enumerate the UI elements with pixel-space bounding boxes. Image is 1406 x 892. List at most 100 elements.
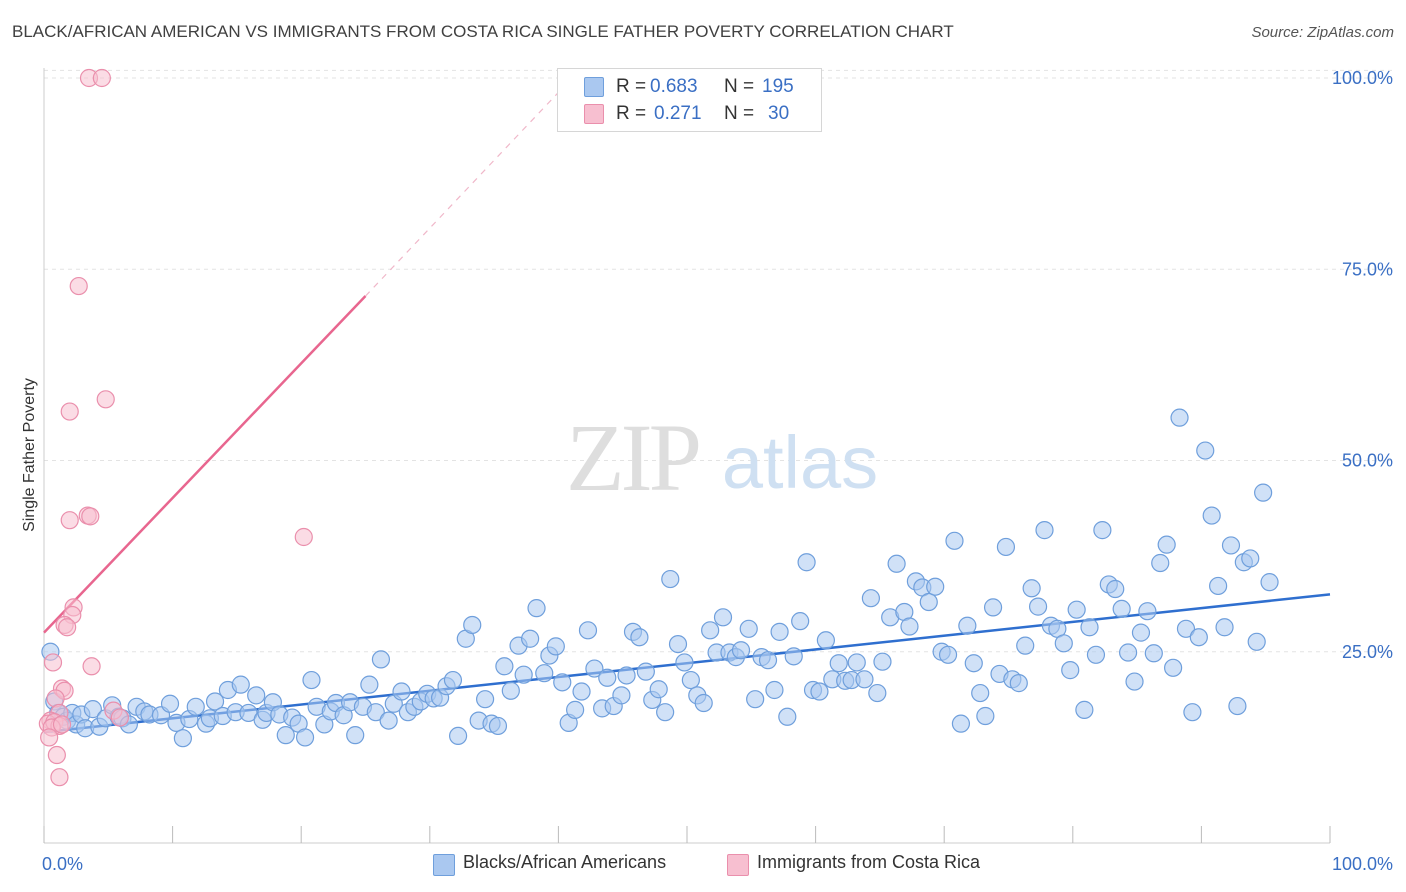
blue-data-point <box>784 647 803 666</box>
blue-data-point <box>1254 483 1273 502</box>
blue-data-point <box>656 703 675 722</box>
blue-data-point <box>694 693 713 713</box>
blue-data-point <box>976 706 995 726</box>
pink-data-point <box>294 527 313 547</box>
blue-data-point <box>1125 672 1144 691</box>
blue-data-point <box>829 654 848 673</box>
blue-data-point <box>861 589 880 608</box>
blue-data-point <box>1016 636 1035 655</box>
blue-data-point <box>527 599 546 618</box>
legend-pink-n-label: N = <box>724 103 755 124</box>
blue-data-point <box>392 682 411 701</box>
watermark-zip: ZIP <box>566 404 699 511</box>
blue-data-point <box>366 703 385 722</box>
blue-data-point <box>1022 579 1041 598</box>
pink-data-point <box>58 618 77 637</box>
blue-data-point <box>617 666 636 685</box>
pink-data-point <box>40 728 59 747</box>
blue-data-point <box>868 683 887 703</box>
blue-data-point <box>1061 661 1080 680</box>
blue-data-point <box>1080 618 1099 637</box>
pink-data-point <box>60 402 79 421</box>
x-tick-label-min: 0.0% <box>42 854 83 874</box>
blue-data-point <box>521 629 540 648</box>
legend-blue-r-value: 0.683 <box>650 76 698 97</box>
blue-data-point <box>1054 634 1073 653</box>
blue-data-point <box>958 616 977 635</box>
blue-data-point <box>501 681 520 700</box>
blue-data-point <box>1086 645 1106 664</box>
blue-data-point <box>205 692 225 711</box>
blue-data-point <box>926 577 945 596</box>
blue-data-point <box>847 653 866 672</box>
blue-data-point <box>475 690 495 709</box>
legend-blue-n-value: 195 <box>762 76 794 97</box>
chart-title: BLACK/AFRICAN AMERICAN VS IMMIGRANTS FRO… <box>12 22 954 41</box>
blue-data-point <box>1106 579 1125 599</box>
blue-data-point <box>668 634 688 654</box>
blue-data-point <box>514 665 533 684</box>
legend-pink-r-label: R = <box>616 103 647 124</box>
blue-data-point <box>1164 658 1183 677</box>
blue-data-point <box>295 728 315 747</box>
blue-data-point <box>463 615 482 635</box>
blue-data-point <box>816 631 835 650</box>
watermark: ZIP atlas <box>566 404 878 511</box>
blue-data-point <box>675 653 694 672</box>
legend-pink-n-value: 30 <box>768 103 790 124</box>
blue-data-point <box>1067 600 1086 619</box>
blue-data-point <box>630 628 649 647</box>
blue-data-point <box>186 697 205 716</box>
blue-data-point <box>778 707 797 726</box>
blue-data-point <box>1221 536 1241 555</box>
blue-data-point <box>873 652 892 671</box>
blue-data-point <box>1209 576 1228 596</box>
blue-data-point <box>731 641 751 660</box>
blue-data-point <box>488 716 508 736</box>
blue-data-point <box>1118 643 1138 662</box>
blue-data-point <box>1009 674 1028 693</box>
blue-data-point <box>1241 549 1260 568</box>
blue-data-point <box>535 664 554 683</box>
watermark-atlas: atlas <box>722 421 878 504</box>
blue-data-point <box>713 608 733 627</box>
blue-data-point <box>887 554 906 573</box>
legend-pink-r-value: 0.271 <box>654 103 702 124</box>
y-axis-title: Single Father Poverty <box>21 378 38 532</box>
blue-data-point <box>661 569 680 589</box>
blue-data-point <box>448 726 468 746</box>
blue-data-point <box>964 654 983 673</box>
blue-data-point <box>770 622 789 641</box>
pink-data-point <box>110 708 129 727</box>
blue-data-point <box>945 531 964 550</box>
pink-trend-line <box>43 295 367 634</box>
blue-data-point <box>173 729 192 748</box>
pink-data-point <box>47 745 66 765</box>
pink-data-point <box>81 507 100 526</box>
blue-data-point <box>379 711 398 730</box>
pink-data-point <box>43 653 63 672</box>
blue-data-point <box>1260 573 1279 592</box>
blue-data-point <box>1144 644 1163 663</box>
blue-data-point <box>160 694 180 713</box>
blue-data-point <box>231 675 250 694</box>
blue-data-point <box>1247 632 1266 651</box>
data-points <box>38 68 1279 787</box>
blue-data-point <box>983 598 1003 617</box>
blue-data-point <box>83 700 102 719</box>
bottom-legend-pink-label: Immigrants from Costa Rica <box>757 852 981 872</box>
gridlines <box>44 69 1392 653</box>
blue-data-point <box>1112 599 1131 619</box>
legend-box: R = 0.683 N = 195 R = 0.271 N = 30 <box>557 68 822 132</box>
legend-pink-swatch <box>584 104 604 124</box>
blue-data-point <box>791 612 810 631</box>
y-tick-label: 50.0% <box>1342 451 1393 471</box>
blue-data-point <box>797 553 816 572</box>
axes <box>43 68 1331 844</box>
source-label: Source: ZipAtlas.com <box>1251 24 1394 41</box>
blue-data-point <box>900 617 919 636</box>
blue-data-point <box>553 673 572 692</box>
blue-data-point <box>739 619 758 638</box>
blue-data-point <box>578 621 598 640</box>
